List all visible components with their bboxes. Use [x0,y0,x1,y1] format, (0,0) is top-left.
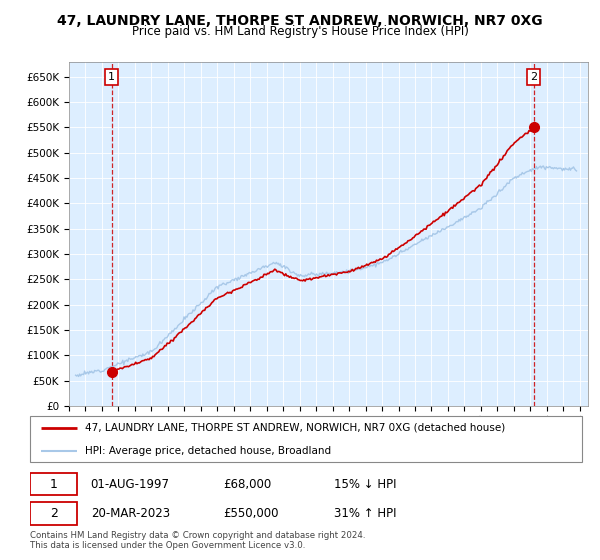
FancyBboxPatch shape [30,473,77,496]
Text: 2: 2 [530,72,538,82]
FancyBboxPatch shape [30,502,77,525]
Text: 47, LAUNDRY LANE, THORPE ST ANDREW, NORWICH, NR7 0XG: 47, LAUNDRY LANE, THORPE ST ANDREW, NORW… [57,14,543,28]
Text: 47, LAUNDRY LANE, THORPE ST ANDREW, NORWICH, NR7 0XG (detached house): 47, LAUNDRY LANE, THORPE ST ANDREW, NORW… [85,423,505,432]
Text: Contains HM Land Registry data © Crown copyright and database right 2024.
This d: Contains HM Land Registry data © Crown c… [30,530,365,550]
Text: 15% ↓ HPI: 15% ↓ HPI [334,478,396,491]
Text: 01-AUG-1997: 01-AUG-1997 [91,478,170,491]
Text: 31% ↑ HPI: 31% ↑ HPI [334,507,396,520]
Text: £68,000: £68,000 [223,478,271,491]
Text: 1: 1 [50,478,58,491]
Text: Price paid vs. HM Land Registry's House Price Index (HPI): Price paid vs. HM Land Registry's House … [131,25,469,38]
Text: 2: 2 [50,507,58,520]
Text: HPI: Average price, detached house, Broadland: HPI: Average price, detached house, Broa… [85,446,331,455]
Text: £550,000: £550,000 [223,507,278,520]
Text: 1: 1 [108,72,115,82]
Text: 20-MAR-2023: 20-MAR-2023 [91,507,170,520]
FancyBboxPatch shape [30,416,582,462]
